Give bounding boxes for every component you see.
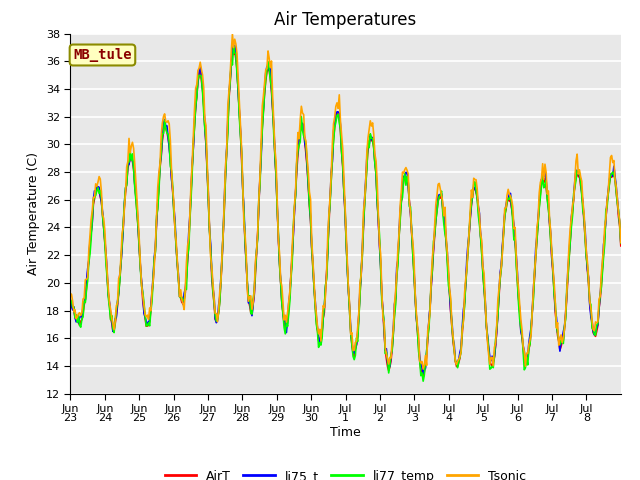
AirT [239,184,246,190]
li75_t [239,186,246,192]
li75_t [617,239,625,245]
li77_temp [419,378,427,384]
Tsonic [228,31,236,37]
li75_t [402,169,410,175]
Tsonic [239,181,246,187]
li77_temp [230,43,237,48]
Tsonic [67,290,74,296]
AirT [300,126,307,132]
Tsonic [300,112,307,118]
Text: MB_tule: MB_tule [73,48,132,62]
li77_temp [617,240,625,246]
AirT [474,195,481,201]
li75_t [300,122,307,128]
Tsonic [474,185,481,191]
Line: Tsonic: Tsonic [70,34,621,369]
li77_temp [474,195,481,201]
li75_t [419,371,427,376]
Tsonic [617,240,625,245]
AirT [67,300,74,305]
AirT [617,243,625,249]
li77_temp [67,297,74,303]
Title: Air Temperatures: Air Temperatures [275,11,417,29]
AirT [231,49,239,55]
AirT [569,209,577,215]
li77_temp [239,185,246,191]
Line: li75_t: li75_t [70,46,621,373]
AirT [402,174,410,180]
li75_t [67,297,74,303]
Tsonic [376,241,383,247]
Legend: AirT, li75_t, li77_temp, Tsonic: AirT, li75_t, li77_temp, Tsonic [160,465,531,480]
li75_t [376,242,383,248]
Y-axis label: Air Temperature (C): Air Temperature (C) [27,152,40,275]
Line: AirT: AirT [70,52,621,377]
Tsonic [419,366,427,372]
li77_temp [402,182,410,188]
X-axis label: Time: Time [330,426,361,439]
li75_t [569,205,577,211]
Tsonic [569,202,577,208]
Line: li77_temp: li77_temp [70,46,621,381]
AirT [376,241,383,247]
li77_temp [376,232,383,238]
li77_temp [569,213,577,218]
li75_t [474,192,481,198]
AirT [419,374,427,380]
li77_temp [300,133,307,139]
Tsonic [402,165,410,170]
li75_t [231,43,239,48]
